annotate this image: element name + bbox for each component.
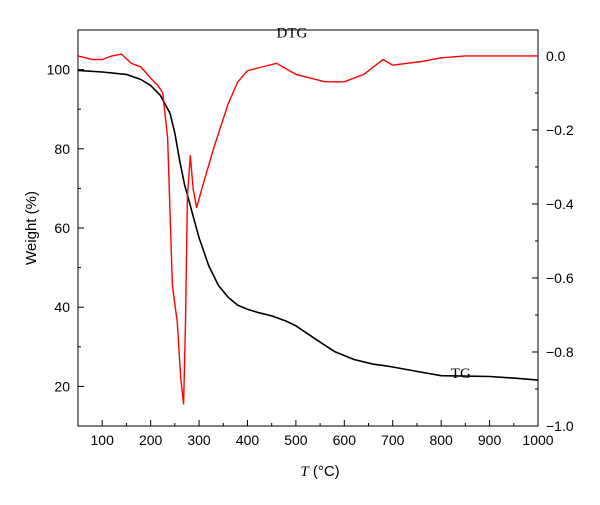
- x-tick-label: 200: [139, 432, 163, 448]
- x-tick-label: 700: [381, 432, 405, 448]
- left-y-tick-label: 60: [54, 220, 70, 236]
- left-y-axis-label: Weight (%): [23, 191, 40, 265]
- left-y-axis-ticks: 20 40 60 80 100: [47, 29, 84, 427]
- right-y-tick-label: −0.6: [546, 270, 574, 286]
- right-y-tick-label: −1.0: [546, 418, 574, 434]
- x-tick-label: 600: [333, 432, 357, 448]
- series-layer: [77, 53, 539, 405]
- series-annotation-dtg: DTG: [277, 25, 308, 41]
- left-y-tick-label: 40: [54, 299, 70, 315]
- series-annotation-tg: TG: [451, 366, 471, 382]
- x-tick-label: 1000: [522, 432, 553, 448]
- right-y-axis-ticks: 0.0 −0.2 −0.4 −0.6 −0.8 −1.0: [532, 48, 574, 434]
- left-y-tick-label: 80: [54, 141, 70, 157]
- series-line-tg: [77, 69, 539, 381]
- x-tick-label: 300: [187, 432, 211, 448]
- right-y-tick-label: −0.4: [546, 196, 574, 212]
- right-y-tick-label: 0.0: [546, 48, 566, 64]
- series-line-dtg: [77, 53, 538, 405]
- annotation-layer: DTG TG: [277, 25, 471, 381]
- x-tick-label: 900: [478, 432, 502, 448]
- left-y-tick-label: 20: [54, 378, 70, 394]
- x-tick-label: 500: [284, 432, 308, 448]
- x-tick-label: 400: [236, 432, 260, 448]
- x-tick-label: 800: [429, 432, 453, 448]
- right-y-tick-label: −0.2: [546, 122, 574, 138]
- x-axis-ticks: 100 200 300 400 500 600 700 800 900 1000: [77, 420, 554, 448]
- right-y-tick-label: −0.8: [546, 344, 574, 360]
- left-y-tick-label: 100: [47, 62, 71, 78]
- x-tick-label: 100: [91, 432, 115, 448]
- x-axis-label: T (°C): [300, 463, 339, 480]
